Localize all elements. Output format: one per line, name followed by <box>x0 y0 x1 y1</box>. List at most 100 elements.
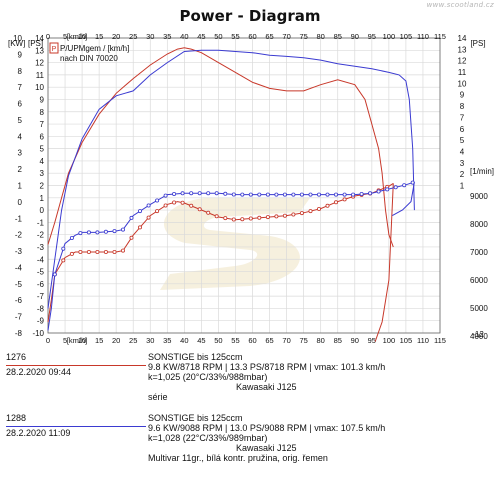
y-left-tick-label: 6 <box>18 100 23 109</box>
rpm-marker-1276 <box>95 249 100 254</box>
run-note: Multivar 11gr., bílá kontr. pružina, ori… <box>148 453 328 463</box>
rpm-marker-1288 <box>316 192 321 197</box>
x-tick-label-top: 115 <box>434 32 446 41</box>
rpm-marker-1288 <box>61 246 66 251</box>
y-right-rpm-tick-label: 5000 <box>470 304 488 313</box>
rpm-marker-1276 <box>163 203 168 208</box>
y-ps-tick-label: -9 <box>37 317 45 326</box>
y-right-ps-tick-label: 3 <box>460 159 465 168</box>
y-right-ps-tick-label: 4 <box>460 147 465 156</box>
run-vehicle: Kawasaki J125 <box>236 443 297 453</box>
rpm-marker-1288 <box>197 191 202 196</box>
rpm-marker-1288 <box>342 192 347 197</box>
rpm-marker-1288 <box>351 192 356 197</box>
rpm-marker-1276 <box>197 207 202 212</box>
y-ps-tick-label: 10 <box>35 83 44 92</box>
x-tick-label-top: 100 <box>383 32 396 41</box>
y-left-tick-label: 0 <box>18 198 23 207</box>
rpm-marker-1288 <box>359 191 364 196</box>
rpm-marker-1288 <box>214 191 219 196</box>
P-icon <box>49 42 59 54</box>
y-left-tick-label: 4 <box>18 132 23 141</box>
y-ps-tick-label: -3 <box>37 243 45 252</box>
y-left-tick-label: -4 <box>15 263 23 272</box>
rpm-marker-1276 <box>265 215 270 220</box>
x-tick-label-bottom: 80 <box>317 336 325 345</box>
rpm-marker-1288 <box>402 183 407 188</box>
x-tick-label-bottom: 70 <box>282 336 290 345</box>
x-tick-label-top: 25 <box>129 32 137 41</box>
y-right-ps-tick-label: 7 <box>460 113 465 122</box>
rpm-marker-1288 <box>308 192 313 197</box>
rpm-marker-1288 <box>206 191 211 196</box>
rpm-marker-1288 <box>180 191 185 196</box>
legend-text: P/UPMgem / [km/h] <box>60 44 129 53</box>
x-tick-label-top: 110 <box>417 32 429 41</box>
y-left-tick-label: -6 <box>15 296 23 305</box>
x-axis-label-bottom: [km/h] <box>67 336 87 345</box>
rpm-marker-1276 <box>189 203 194 208</box>
y-ps-tick-label: 4 <box>40 157 45 166</box>
rpm-marker-1276 <box>291 212 296 217</box>
y-ps-tick-label: -1 <box>37 218 45 227</box>
rpm-marker-1288 <box>95 230 100 235</box>
x-tick-label-top: 85 <box>334 32 342 41</box>
rpm-runout-1276 <box>374 183 394 342</box>
y-right-ps-tick-label: 6 <box>460 125 465 134</box>
chart-title: Power - Diagram <box>179 7 321 25</box>
power-curve-1276 <box>47 47 394 248</box>
y-left-axis-label: [KW] <box>8 39 25 48</box>
y-right-rpm-tick-label: 8000 <box>470 220 488 229</box>
y-right-rpm-tick-label: 9000 <box>470 192 488 201</box>
x-tick-label-bottom: 30 <box>146 336 154 345</box>
y-right-ps-tick-label: 10 <box>458 79 467 88</box>
y-ps-tick-label: 0 <box>40 206 45 215</box>
y-left-tick-label: -1 <box>15 214 23 223</box>
rpm-marker-1288 <box>333 192 338 197</box>
x-tick-label-top: 70 <box>282 32 290 41</box>
rpm-marker-1276 <box>325 203 330 208</box>
y-left-tick-label: 7 <box>18 83 23 92</box>
rpm-marker-1288 <box>291 192 296 197</box>
y-ps-tick-label: -5 <box>37 268 45 277</box>
rpm-marker-1288 <box>299 192 304 197</box>
rpm-marker-1288 <box>257 192 262 197</box>
run-color-line <box>6 426 146 427</box>
x-tick-label-bottom: 105 <box>400 336 413 345</box>
x-tick-label-bottom: 10 <box>78 336 86 345</box>
x-axis-label-top: [km/h] <box>67 32 87 41</box>
y-left-tick-label: -2 <box>15 231 23 240</box>
rpm-marker-1276 <box>137 225 142 230</box>
y-ps-tick-label: -2 <box>37 231 45 240</box>
x-tick-label-bottom: 65 <box>265 336 273 345</box>
rpm-marker-1276 <box>333 200 338 205</box>
y-right-ps-tick-label: 11 <box>458 68 467 77</box>
x-tick-label-top: 105 <box>400 32 413 41</box>
run-date: 28.2.2020 11:09 <box>6 428 71 438</box>
legend-icon-letter: P <box>52 46 57 53</box>
y-right-ps-tick-label: 13 <box>458 45 467 54</box>
rpm-marker-1288 <box>325 192 330 197</box>
y-right-ps-tick-label: 14 <box>458 34 467 43</box>
rpm-marker-1276 <box>112 249 117 254</box>
y-right-bottom-tick-label: -12 <box>472 330 484 339</box>
y-left-tick-label: 10 <box>13 34 22 43</box>
run-summary: 9.6 KW/9088 RPM | 13.0 PS/9088 RPM | vma… <box>148 423 386 433</box>
rpm-marker-1276 <box>231 217 236 222</box>
x-tick-label-bottom: 100 <box>383 336 396 345</box>
x-tick-label-bottom: 40 <box>180 336 188 345</box>
y-ps-tick-label: 14 <box>35 34 44 43</box>
y-left-tick-label: -7 <box>15 313 23 322</box>
y-left-tick-label: 9 <box>18 50 23 59</box>
y-ps-tick-label: 8 <box>40 108 45 117</box>
x-tick-label-top: 5 <box>63 32 67 41</box>
rpm-marker-1288 <box>240 192 245 197</box>
y-right-ps-axis-label: [PS] <box>470 39 485 48</box>
x-tick-label-top: 15 <box>95 32 103 41</box>
run-info-panel: 1276 28.2.2020 09:44 SONSTIGE bis 125ccm… <box>0 350 500 500</box>
x-tick-label-bottom: 110 <box>417 336 429 345</box>
rpm-marker-1288 <box>172 191 177 196</box>
y-ps-tick-label: -7 <box>37 292 45 301</box>
y-left-tick-label: -5 <box>15 280 23 289</box>
rpm-marker-1276 <box>206 210 211 215</box>
